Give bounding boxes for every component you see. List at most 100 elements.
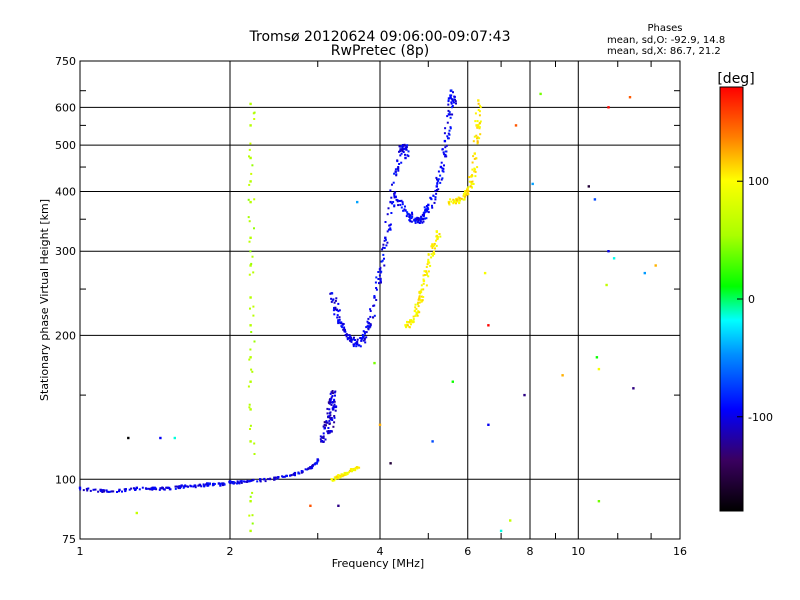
trace-dot (434, 189, 437, 192)
trace-dot (248, 183, 251, 186)
trace-dot (308, 467, 311, 470)
trace-dot (453, 101, 455, 104)
trace-dot (248, 403, 251, 406)
trace-dot (451, 113, 454, 116)
data-point (477, 99, 480, 102)
data-point (394, 170, 397, 173)
trace-dot (187, 485, 190, 488)
trace-dot (311, 465, 313, 468)
trace-dot (443, 132, 446, 135)
trace-dot (418, 222, 421, 224)
trace-dot (352, 345, 355, 348)
trace-dot (333, 301, 336, 304)
trace-dot (317, 459, 320, 462)
trace-dot (249, 495, 252, 498)
trace-dot (247, 385, 250, 388)
trace-dot (432, 194, 435, 197)
trace-dot (212, 483, 214, 485)
trace-dot (422, 220, 425, 223)
trace-dot (153, 487, 156, 490)
trace-dot (253, 340, 256, 343)
data-point (612, 257, 616, 260)
trace-dot (447, 132, 450, 135)
data-point (337, 319, 340, 322)
trace-dot (416, 218, 418, 221)
trace-dot (151, 487, 154, 490)
trace-dot (367, 328, 370, 331)
trace-dot (329, 414, 332, 417)
trace-dot (87, 487, 90, 490)
trace-dot (177, 487, 180, 490)
data-point (607, 250, 610, 253)
data-point (394, 195, 397, 198)
trace-dot (103, 489, 106, 492)
trace-dot (269, 477, 272, 480)
trace-dot (474, 120, 477, 123)
trace-dot (236, 482, 238, 485)
trace-dot (399, 203, 402, 206)
trace-dot (123, 488, 126, 491)
data-point (337, 504, 340, 507)
trace-dot (380, 270, 383, 273)
trace-dot (442, 170, 445, 173)
trace-dot (219, 484, 222, 487)
trace-dot (294, 474, 296, 477)
trace-dot (124, 490, 127, 493)
data-point (404, 324, 407, 327)
trace-dot (444, 127, 447, 130)
data-point (249, 324, 252, 327)
stats-x-line: mean, sd,X: 86.7, 21.2 (607, 46, 721, 57)
trace-dot (432, 254, 434, 257)
trace-dot (402, 209, 405, 212)
trace-dot (313, 463, 316, 466)
trace-dot (427, 275, 430, 278)
trace-dot (333, 313, 336, 316)
trace-dot (403, 143, 406, 146)
trace-dot (473, 135, 476, 138)
trace-dot (356, 467, 359, 470)
trace-dot (248, 358, 251, 361)
trace-dot (439, 174, 442, 177)
trace-dot (470, 181, 473, 183)
trace-dot (415, 308, 418, 310)
trace-dot (433, 242, 436, 245)
trace-dot (437, 188, 440, 191)
trace-dot (425, 205, 428, 207)
trace-dot (409, 214, 412, 217)
trace-dot (357, 344, 360, 347)
trace-dot (249, 307, 251, 310)
trace-dot (359, 345, 362, 348)
trace-dot (465, 193, 468, 196)
trace-dot (399, 150, 402, 153)
trace-dot (240, 480, 243, 483)
trace-dot (174, 487, 177, 490)
trace-dot (398, 150, 400, 153)
trace-dot (267, 478, 269, 481)
data-point (389, 200, 392, 204)
trace-dot (476, 166, 479, 169)
trace-dot (378, 274, 381, 277)
trace-dot (471, 174, 473, 177)
x-tick-label: 16 (673, 545, 687, 558)
trace-dot (159, 487, 162, 490)
trace-dot (398, 200, 401, 202)
trace-dot (331, 419, 334, 421)
trace-dot (249, 142, 252, 145)
trace-dot (334, 308, 337, 311)
trace-dot (464, 190, 466, 193)
trace-dot (440, 178, 443, 181)
trace-dot (329, 392, 332, 395)
trace-dot (94, 488, 97, 491)
data-point (78, 486, 82, 489)
trace-dot (323, 421, 326, 424)
trace-dot (144, 487, 147, 490)
data-point (399, 148, 402, 151)
trace-dot (338, 316, 341, 319)
stats-heading: Phases (647, 23, 682, 34)
data-point (249, 408, 252, 411)
trace-dot (363, 331, 366, 334)
trace-dot (456, 200, 459, 203)
trace-dot (431, 206, 434, 209)
trace-dot (326, 407, 329, 410)
trace-dot (472, 140, 475, 143)
